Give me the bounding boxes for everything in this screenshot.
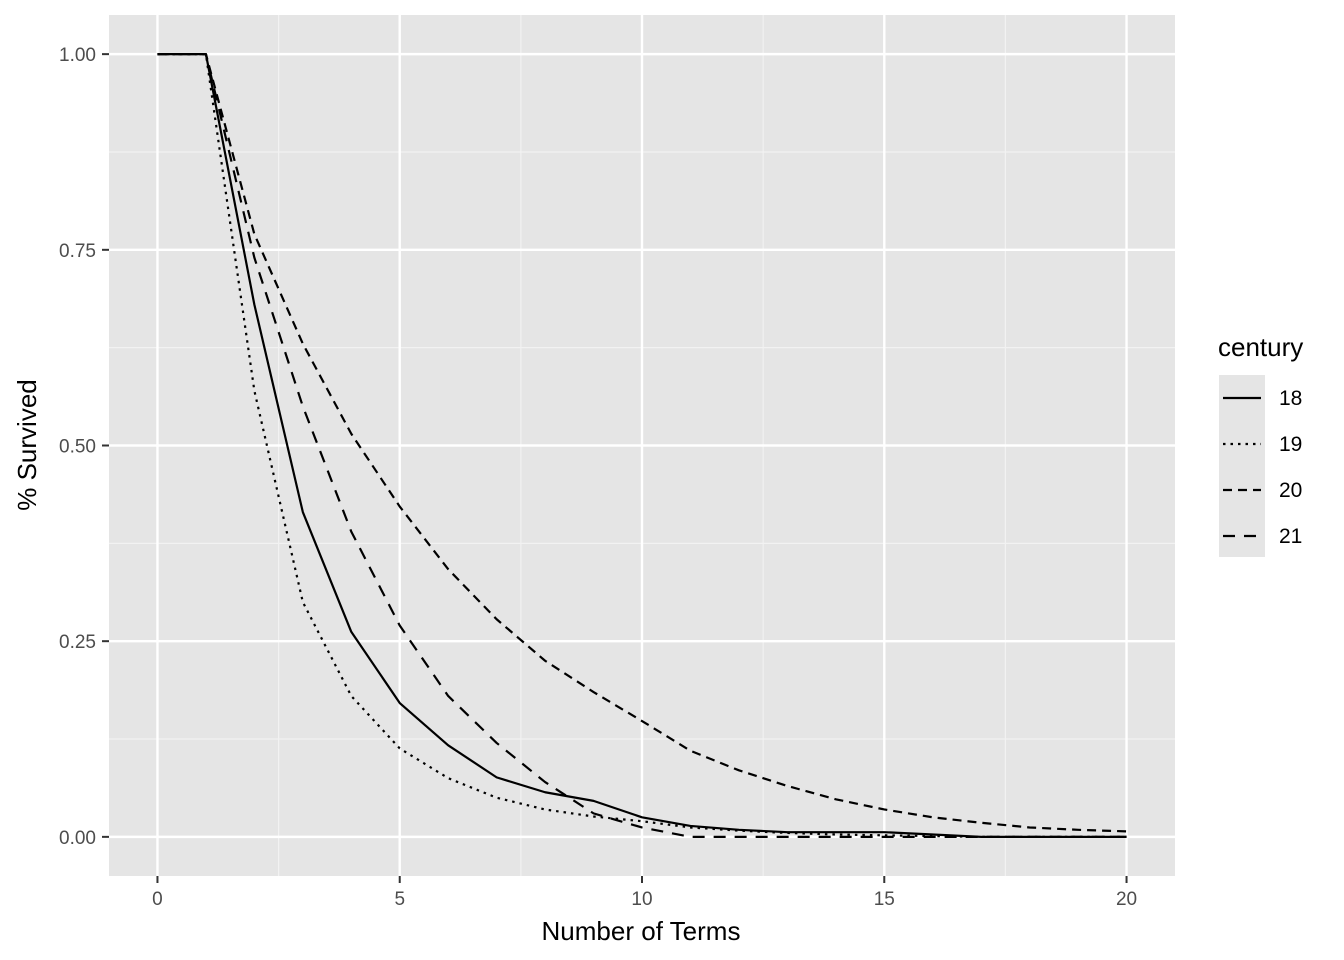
series-line-18 <box>157 53 1127 838</box>
y-tick-label: 0.25 <box>59 632 96 653</box>
legend-label-18: 18 <box>1279 387 1302 410</box>
x-axis: 0 5 10 15 20 <box>152 876 1137 910</box>
legend-label-20: 20 <box>1279 479 1302 502</box>
series-line-20 <box>157 53 1127 833</box>
legend-title: century <box>1218 332 1303 362</box>
legend-label-21: 21 <box>1279 525 1302 548</box>
x-tick-label: 5 <box>394 889 405 910</box>
y-tick-label: 1.00 <box>59 45 96 66</box>
x-axis-title: Number of Terms <box>542 916 741 946</box>
x-tick-label: 20 <box>1116 889 1137 910</box>
series-line-21 <box>157 53 1127 838</box>
y-tick-label: 0.00 <box>59 828 96 849</box>
series-lines <box>157 53 1127 838</box>
y-axis: 0.00 0.25 0.50 0.75 1.00 <box>59 45 109 849</box>
legend-key-panel <box>1219 375 1265 557</box>
y-tick-label: 0.75 <box>59 241 96 262</box>
y-axis-title: % Survived <box>12 379 42 511</box>
legend-label-19: 19 <box>1279 433 1302 456</box>
x-tick-label: 0 <box>152 889 163 910</box>
legend: century 18 19 20 21 <box>1218 332 1303 557</box>
x-tick-label: 15 <box>874 889 895 910</box>
y-tick-label: 0.50 <box>59 437 96 458</box>
legend-items: 18 19 20 21 <box>1223 387 1302 548</box>
x-tick-label: 10 <box>631 889 652 910</box>
